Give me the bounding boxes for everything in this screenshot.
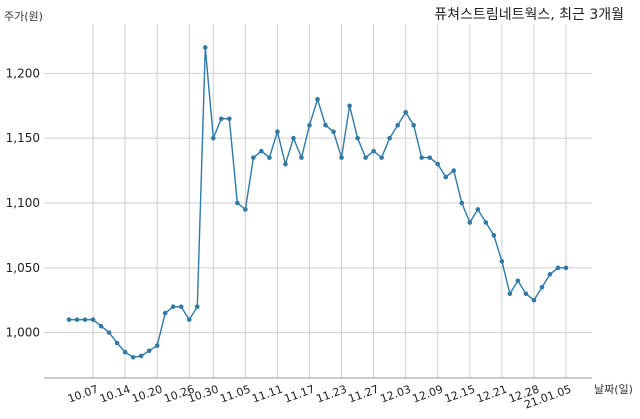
data-point <box>395 122 400 128</box>
data-point <box>90 317 96 322</box>
data-point <box>379 155 384 160</box>
data-point <box>162 310 168 316</box>
price-series <box>66 45 569 360</box>
data-point <box>331 129 336 135</box>
data-point <box>299 155 304 160</box>
data-point <box>451 168 457 173</box>
data-point <box>339 155 344 160</box>
data-point <box>235 200 240 206</box>
data-point <box>515 278 521 284</box>
data-point <box>243 207 248 212</box>
x-tick-label: 12.09 <box>411 383 445 406</box>
y-tick-label: 1,000 <box>6 326 40 340</box>
data-point <box>467 220 473 225</box>
series-line <box>69 46 566 358</box>
x-tick-label: 10.07 <box>66 383 100 406</box>
data-point <box>283 161 288 167</box>
data-point <box>122 349 128 355</box>
data-point <box>531 297 537 303</box>
y-tick-label: 1,200 <box>6 66 40 80</box>
data-point <box>427 155 433 160</box>
data-point <box>170 304 176 310</box>
x-axis-label: 날짜(일) <box>594 383 633 396</box>
data-point <box>555 265 561 271</box>
data-point <box>98 323 104 329</box>
x-tick-label: 11.27 <box>347 383 381 406</box>
data-point <box>347 103 352 109</box>
x-tick-label: 12.15 <box>443 383 477 406</box>
data-point <box>275 129 280 135</box>
data-point <box>523 291 529 297</box>
data-point <box>547 271 553 277</box>
data-point <box>499 259 505 264</box>
data-point <box>219 116 224 122</box>
data-point <box>563 265 569 271</box>
data-point <box>66 317 72 322</box>
data-point <box>267 155 272 160</box>
data-point <box>371 148 376 154</box>
data-point <box>114 340 120 346</box>
data-point <box>106 330 112 335</box>
x-tick-label: 11.05 <box>218 383 252 406</box>
data-point <box>291 135 296 141</box>
x-tick-label: 11.11 <box>250 383 284 406</box>
data-point <box>403 109 408 115</box>
grid-lines <box>44 24 592 378</box>
x-tick-label: 11.23 <box>315 383 349 406</box>
data-point <box>154 343 160 348</box>
y-tick-label: 1,150 <box>6 131 40 145</box>
data-point <box>210 135 216 141</box>
data-point <box>227 116 232 122</box>
data-point <box>259 148 264 154</box>
data-point <box>315 96 320 102</box>
data-point <box>435 161 441 167</box>
data-point <box>363 155 368 160</box>
data-point <box>507 291 513 297</box>
data-point <box>138 353 144 359</box>
x-tick-label: 10.14 <box>98 383 132 406</box>
data-point <box>307 122 312 128</box>
data-point <box>411 122 416 128</box>
y-tick-label: 1,100 <box>6 196 40 210</box>
data-point <box>130 354 136 360</box>
y-tick-labels: 1,000 1,050 1,100 1,150 1,200 <box>6 66 40 339</box>
data-point <box>178 304 184 310</box>
data-point <box>419 155 425 160</box>
data-point <box>355 135 360 141</box>
x-tick-label: 12.21 <box>475 383 509 406</box>
data-point <box>323 122 328 128</box>
chart-title: 퓨쳐스트림네트웍스, 최근 3개월 <box>434 7 624 23</box>
data-point <box>539 284 545 290</box>
data-point <box>186 317 192 322</box>
x-tick-label: 11.17 <box>282 383 316 406</box>
y-axis-label: 주가(원) <box>4 10 43 23</box>
data-point <box>194 304 200 310</box>
data-point <box>483 220 489 225</box>
x-tick-label: 10.20 <box>130 383 164 406</box>
data-point <box>251 155 256 160</box>
data-point <box>146 348 152 354</box>
data-point <box>202 45 208 50</box>
data-point <box>491 233 497 238</box>
data-point <box>74 317 80 322</box>
y-tick-label: 1,050 <box>6 261 40 275</box>
data-point <box>82 317 88 322</box>
data-point <box>387 135 392 141</box>
data-point <box>443 174 449 180</box>
data-point <box>475 207 481 212</box>
data-point <box>459 200 465 206</box>
x-tick-labels: 10.0710.1410.2010.2610.3011.0511.1111.17… <box>66 383 573 412</box>
x-tick-label: 12.03 <box>379 383 413 406</box>
